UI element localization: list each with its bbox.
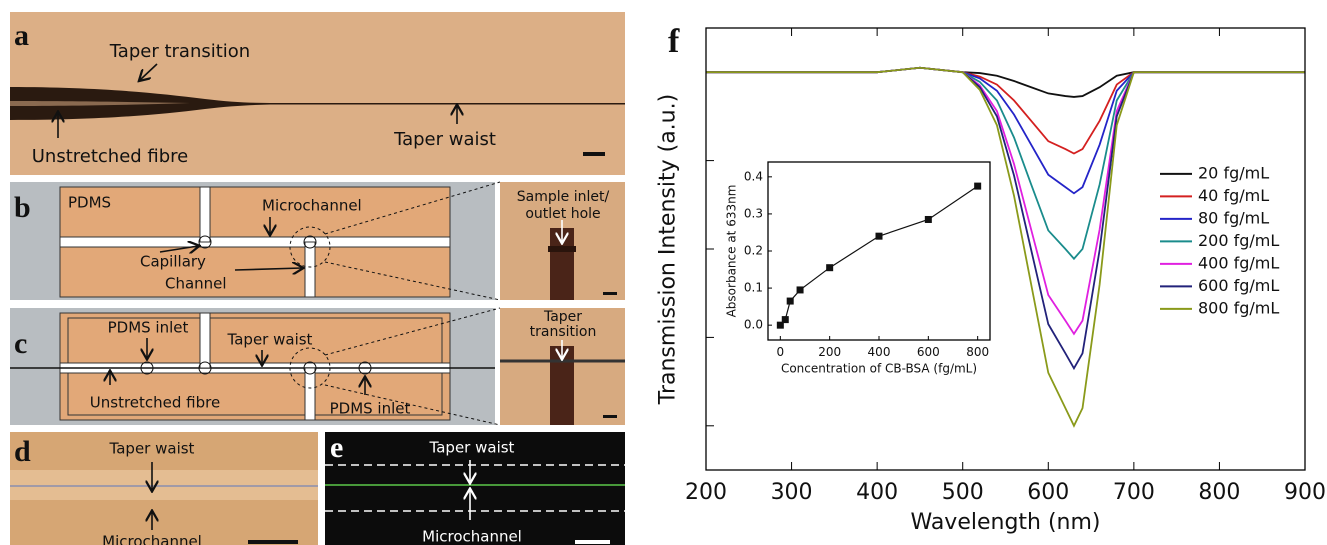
x-tick-label: 0 <box>777 345 785 359</box>
marker <box>924 215 932 223</box>
zoom-circle <box>289 347 331 389</box>
hole <box>140 361 154 375</box>
panel-letter: e <box>330 431 343 464</box>
y-tick-label: 0.4 <box>744 169 763 183</box>
x-axis-label: Wavelength (nm) <box>910 510 1100 535</box>
x-tick-label: 900 <box>1284 480 1326 505</box>
hole <box>303 361 317 375</box>
scale-bar <box>248 540 298 544</box>
plot-frame <box>767 161 991 341</box>
label: PDMS inlet <box>108 319 189 337</box>
panel-e: e Taper waist Microchannel <box>325 431 625 545</box>
x-tick-label: 200 <box>818 345 841 359</box>
marker <box>826 264 834 272</box>
arrow <box>234 268 302 270</box>
series-line <box>706 66 1305 428</box>
x-tick-label: 400 <box>868 345 891 359</box>
zoom-lines <box>324 307 501 426</box>
microchannel <box>59 236 451 248</box>
panel-letter: a <box>14 19 29 52</box>
label: Taper waist <box>109 440 195 458</box>
label: Microchannel <box>102 533 202 545</box>
plot-area <box>768 162 990 340</box>
fibre-core <box>10 101 190 106</box>
scale-bar <box>583 152 605 156</box>
y-axis-label: Transmission Intensity (a.u.) <box>656 94 681 405</box>
panel-d: d Taper waist Microchannel <box>10 432 318 545</box>
fibre <box>10 87 625 120</box>
marker <box>786 297 794 305</box>
arrow <box>159 246 198 252</box>
panel-letter: c <box>14 327 27 360</box>
x-tick-label: 500 <box>942 480 984 505</box>
y-tick-label: 0.3 <box>744 206 763 220</box>
panel-a: a Taper transition Unstretched fibre Tap… <box>10 12 625 175</box>
tube-ring <box>548 246 576 252</box>
charts: 200 300 400 500 600 700 800 900 Wavelength (nm) T… <box>656 27 1326 535</box>
label: Microchannel <box>422 528 522 545</box>
legend-label: 800 fg/mL <box>1198 298 1279 317</box>
y-tick-label: 0.0 <box>744 318 763 332</box>
y-tick-label: 0.1 <box>744 281 763 295</box>
x-tick-label: 200 <box>685 480 727 505</box>
x-tick-label: 800 <box>1198 480 1240 505</box>
marker <box>796 286 804 294</box>
zoom-circle <box>289 226 331 268</box>
label: Microchannel <box>262 197 362 215</box>
panel-b: b PDMS Microchannel Capillary Channel Sa… <box>10 181 625 301</box>
legend-label: 40 fg/mL <box>1198 186 1269 205</box>
capillary <box>304 241 316 298</box>
panel-letter: f <box>668 23 680 60</box>
y-tick-label: 0.2 <box>744 244 763 258</box>
panel-letter: b <box>14 191 31 224</box>
hole <box>303 235 317 249</box>
label: transition <box>530 324 597 340</box>
label: Taper transition <box>109 41 250 62</box>
y-axis-label: Absorbance at 633nm <box>725 185 739 318</box>
x-tick-label: 400 <box>856 480 898 505</box>
marker <box>974 182 982 190</box>
x-tick-label: 700 <box>1113 480 1155 505</box>
label: Capillary <box>140 253 206 271</box>
x-tick-label: 300 <box>771 480 813 505</box>
legend-label: 80 fg/mL <box>1198 208 1269 227</box>
label: Unstretched fibre <box>90 394 220 412</box>
legend-label: 200 fg/mL <box>1198 231 1279 250</box>
label: PDMS <box>68 194 111 212</box>
legend-label: 600 fg/mL <box>1198 276 1279 295</box>
label: outlet hole <box>525 206 600 222</box>
scale-bar <box>603 415 617 418</box>
label: PDMS inlet <box>330 400 411 418</box>
label: Taper <box>543 309 582 325</box>
zoom-lines <box>324 181 501 301</box>
hole <box>198 361 212 375</box>
x-tick-label: 600 <box>1027 480 1069 505</box>
hole <box>358 361 372 375</box>
marker <box>781 316 789 324</box>
panel-c: c PDMS inlet Taper waist Unstretched fib… <box>10 307 625 426</box>
label: Taper waist <box>429 439 515 457</box>
capillary <box>304 367 316 421</box>
label: Sample inlet/ <box>517 189 610 205</box>
legend-label: 400 fg/mL <box>1198 253 1279 272</box>
plot-frame <box>705 27 1306 471</box>
marker <box>776 321 784 329</box>
scale-bar <box>575 540 610 544</box>
scale-bar <box>603 292 617 295</box>
arrow <box>140 63 158 80</box>
label: Unstretched fibre <box>32 146 189 167</box>
label: Taper waist <box>227 331 313 349</box>
label: Channel <box>165 275 227 293</box>
label: Taper waist <box>393 129 496 150</box>
capillary <box>199 312 211 369</box>
capillary <box>199 186 211 243</box>
x-tick-label: 800 <box>966 345 989 359</box>
x-tick-label: 600 <box>917 345 940 359</box>
panel-letter: d <box>14 435 31 468</box>
x-axis-label: Concentration of CB-BSA (fg/mL) <box>781 361 977 375</box>
marker <box>875 232 883 240</box>
legend-label: 20 fg/mL <box>1198 163 1269 182</box>
